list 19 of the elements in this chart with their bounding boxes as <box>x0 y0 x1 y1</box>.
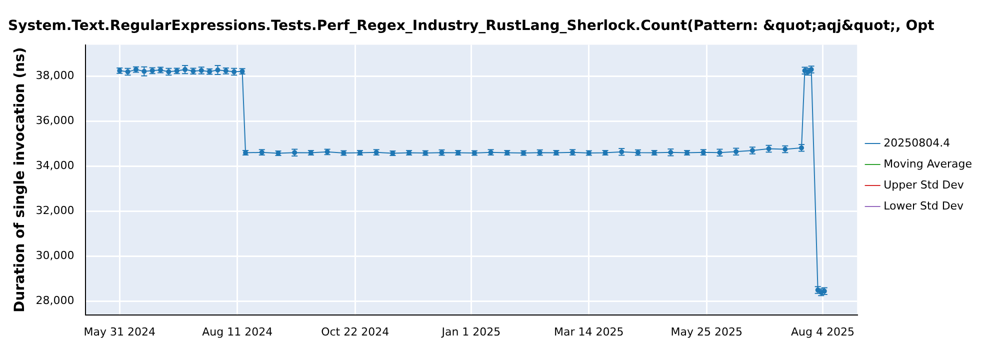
x-tick-label: May 25 2025 <box>670 325 743 338</box>
x-tick-label: Oct 22 2024 <box>321 325 390 338</box>
x-tick-label: Mar 14 2025 <box>554 325 624 338</box>
x-tick-label: Aug 11 2024 <box>202 325 273 338</box>
legend-label: Upper Std Dev <box>884 178 964 192</box>
y-tick-label: 36,000 <box>36 114 74 128</box>
y-tick-label: 28,000 <box>36 294 74 308</box>
chart-title: System.Text.RegularExpressions.Tests.Perf_Regex_Industry_RustLang_Sherlock.Count(Pattern: &quot;aqj&quot;, Opt <box>8 18 935 34</box>
x-tick-label: May 31 2024 <box>84 325 156 338</box>
legend-label: Lower Std Dev <box>884 199 964 212</box>
y-tick-label: 38,000 <box>36 69 74 82</box>
y-axis-title: Duration of single invocation (ns) <box>12 47 28 312</box>
legend-label: Moving Average <box>884 157 972 170</box>
x-tick-label: Aug 4 2025 <box>791 325 854 338</box>
y-tick-label: 32,000 <box>36 204 74 218</box>
y-tick-label: 30,000 <box>36 249 74 262</box>
x-tick-label: Jan 1 2025 <box>440 325 501 338</box>
legend-label: 20250804.4 <box>884 136 950 150</box>
y-tick-label: 34,000 <box>36 159 74 172</box>
